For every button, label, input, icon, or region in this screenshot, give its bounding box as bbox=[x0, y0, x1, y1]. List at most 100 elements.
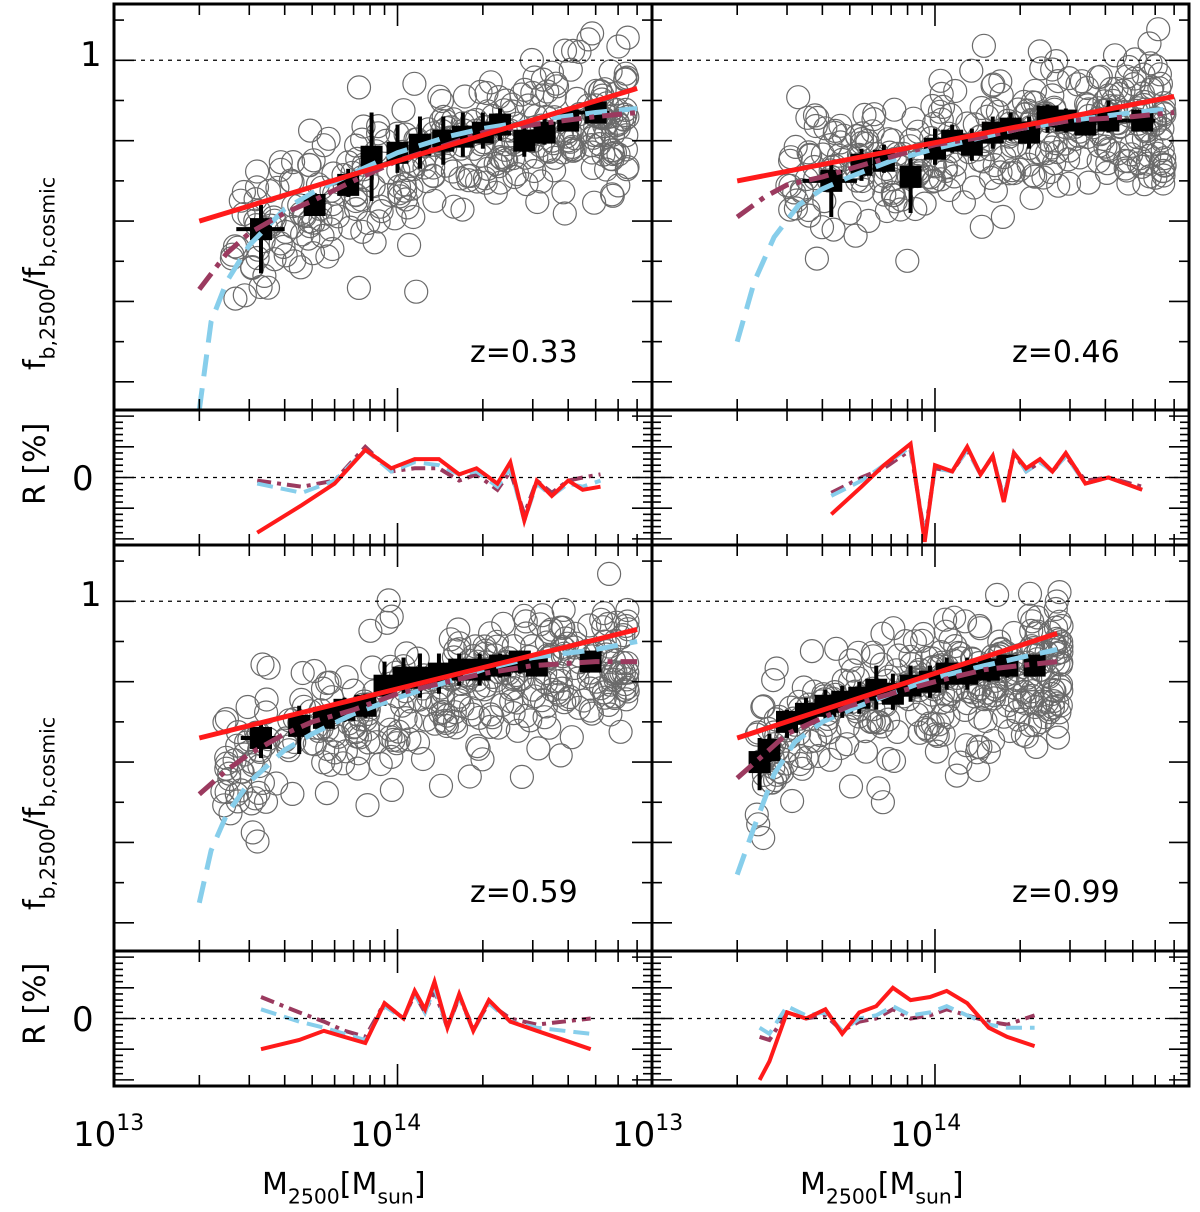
model-dashdot-line bbox=[735, 659, 1058, 780]
cluster-point bbox=[846, 640, 871, 665]
cluster-point bbox=[602, 685, 627, 711]
cluster-point bbox=[1076, 170, 1101, 195]
cluster-point bbox=[589, 607, 614, 632]
cluster-point bbox=[850, 121, 875, 146]
cluster-point bbox=[398, 708, 423, 734]
cluster-point bbox=[235, 694, 260, 720]
cluster-point bbox=[478, 70, 503, 95]
cluster-point bbox=[1001, 161, 1026, 186]
binned-marker bbox=[360, 145, 383, 168]
cluster-point bbox=[1045, 725, 1071, 750]
cluster-point bbox=[968, 616, 993, 641]
cluster-point bbox=[486, 154, 511, 179]
cluster-point bbox=[577, 613, 602, 638]
cluster-point bbox=[214, 745, 239, 770]
cluster-point bbox=[412, 155, 437, 180]
cluster-point bbox=[579, 133, 604, 158]
cluster-point bbox=[1114, 64, 1140, 89]
cluster-point bbox=[300, 241, 326, 266]
cluster-point bbox=[240, 820, 265, 845]
cluster-point bbox=[395, 195, 420, 220]
x-axis-label-right: M2500[Msun] bbox=[800, 1167, 964, 1209]
cluster-point bbox=[232, 283, 257, 308]
binned-marker bbox=[312, 706, 335, 729]
cluster-point bbox=[1034, 689, 1060, 715]
cluster-point bbox=[255, 275, 281, 300]
cluster-point bbox=[943, 152, 968, 177]
cluster-point bbox=[943, 78, 968, 104]
cluster-point bbox=[809, 215, 835, 240]
cluster-point bbox=[870, 621, 895, 646]
cluster-point bbox=[490, 146, 515, 171]
binned-marker bbox=[513, 129, 536, 152]
cluster-point bbox=[420, 163, 446, 188]
cluster-point bbox=[853, 739, 879, 764]
cluster-point bbox=[553, 626, 578, 651]
cluster-point bbox=[346, 275, 371, 300]
cluster-point bbox=[391, 98, 416, 123]
text-layer: z=0.33 z=0.46 z=0.59 z=0.99 1 1 0 0 fb,2… bbox=[18, 35, 1120, 1209]
cluster-point bbox=[843, 223, 868, 248]
scatter-group bbox=[210, 561, 641, 854]
cluster-point bbox=[358, 618, 383, 643]
cluster-point bbox=[344, 133, 369, 158]
cluster-point bbox=[505, 162, 530, 187]
cluster-point bbox=[344, 724, 369, 749]
cluster-point bbox=[511, 603, 537, 628]
cluster-point bbox=[1122, 66, 1148, 91]
cluster-point bbox=[447, 688, 472, 713]
cluster-point bbox=[834, 732, 860, 757]
cluster-point bbox=[458, 163, 483, 188]
cluster-point bbox=[761, 667, 786, 693]
cluster-point bbox=[1151, 171, 1176, 196]
cluster-point bbox=[271, 234, 296, 259]
cluster-point bbox=[560, 134, 585, 159]
cluster-point bbox=[526, 736, 551, 761]
axes-layer bbox=[112, 2, 1191, 1088]
cluster-point bbox=[1150, 138, 1175, 163]
cluster-point bbox=[222, 748, 247, 773]
ratio-power-law-line bbox=[829, 440, 1143, 543]
cluster-point bbox=[1037, 699, 1062, 725]
cluster-point bbox=[393, 705, 418, 731]
cluster-point bbox=[301, 148, 326, 173]
cluster-point bbox=[516, 93, 541, 118]
cluster-point bbox=[581, 190, 607, 215]
cluster-point bbox=[547, 682, 572, 707]
cluster-point bbox=[970, 684, 995, 709]
cluster-point bbox=[603, 628, 628, 654]
cluster-point bbox=[410, 746, 436, 772]
cluster-point bbox=[393, 187, 419, 212]
cluster-point bbox=[218, 801, 243, 826]
cluster-point bbox=[351, 114, 376, 139]
cluster-point bbox=[596, 561, 622, 587]
cluster-point bbox=[1148, 125, 1174, 150]
cluster-point bbox=[866, 776, 891, 801]
panel-frame-ratio bbox=[112, 949, 654, 1088]
cluster-point bbox=[529, 169, 554, 194]
cluster-point bbox=[320, 236, 345, 262]
cluster-point bbox=[318, 752, 343, 777]
cluster-point bbox=[558, 57, 583, 82]
cluster-point bbox=[1049, 613, 1074, 639]
cluster-point bbox=[613, 66, 638, 91]
cluster-point bbox=[971, 33, 997, 58]
cluster-point bbox=[528, 612, 553, 637]
cluster-point bbox=[964, 740, 990, 765]
model-dashdot-line bbox=[197, 659, 638, 797]
cluster-point bbox=[470, 747, 495, 772]
cluster-point bbox=[440, 159, 465, 184]
cluster-point bbox=[223, 286, 248, 311]
cluster-point bbox=[614, 667, 640, 692]
cluster-point bbox=[493, 145, 518, 170]
cluster-point bbox=[404, 279, 429, 304]
cluster-point bbox=[967, 613, 992, 639]
cluster-point bbox=[560, 38, 586, 64]
cluster-point bbox=[311, 133, 336, 158]
cluster-point bbox=[317, 670, 342, 695]
cluster-point bbox=[1116, 171, 1141, 196]
cluster-point bbox=[1017, 603, 1042, 628]
model-dashdot-line bbox=[197, 110, 638, 291]
cluster-point bbox=[500, 146, 526, 171]
cluster-point bbox=[1049, 634, 1074, 659]
